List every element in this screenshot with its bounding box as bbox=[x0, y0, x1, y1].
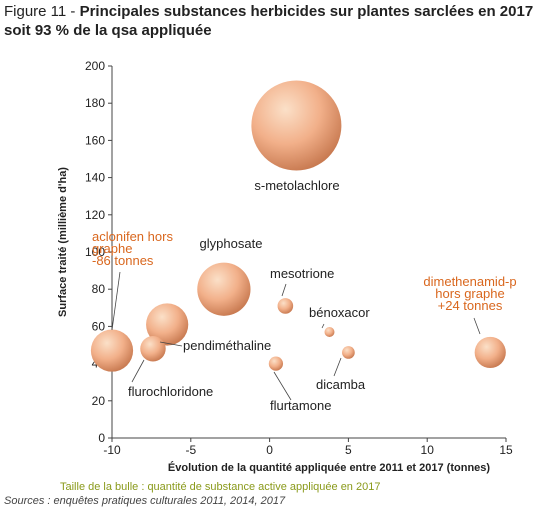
y-tick-label: 160 bbox=[85, 133, 105, 147]
bubble-label-line: hors graphe bbox=[435, 286, 504, 301]
bubble-label: flurochloridone bbox=[128, 384, 213, 399]
leader-line bbox=[473, 317, 481, 335]
y-tick-label: 100 bbox=[85, 245, 105, 259]
bubble bbox=[197, 262, 251, 316]
y-tick-label: 120 bbox=[85, 208, 105, 222]
y-axis-title: Surface traité (millième d'ha) bbox=[57, 167, 69, 317]
bubble bbox=[146, 303, 189, 346]
bubble bbox=[342, 346, 355, 359]
bubble bbox=[90, 329, 134, 372]
figure-title-text: Principales substances herbicides sur pl… bbox=[4, 3, 534, 39]
bubble-labels: s-metolachlore glyphosate pendiméthaline ac… bbox=[92, 178, 517, 413]
x-tick-label: 15 bbox=[499, 443, 513, 457]
leader-line bbox=[321, 323, 325, 329]
bubble-label-line: graphe bbox=[92, 241, 132, 256]
y-tick-label: 80 bbox=[92, 282, 106, 296]
bubble-label: dimethenamid-p hors graphe +24 tonnes bbox=[423, 274, 516, 313]
bubble bbox=[140, 335, 166, 362]
bubble-label: dicamba bbox=[316, 377, 366, 392]
bubbles bbox=[90, 80, 506, 372]
bubble-label: glyphosate bbox=[200, 236, 263, 251]
leader-line bbox=[159, 341, 183, 347]
bubble-label: mesotrione bbox=[270, 266, 334, 281]
leader-line bbox=[131, 359, 145, 383]
y-tick-label: 200 bbox=[85, 59, 105, 73]
x-tick-label: 10 bbox=[421, 443, 435, 457]
x-tick-label: 0 bbox=[266, 443, 273, 457]
x-axis-title: Évolution de la quantité appliquée entre… bbox=[168, 461, 490, 474]
figure-title: Figure 11 - Principales substances herbi… bbox=[4, 2, 556, 40]
bubble-label-line: aclonifen hors bbox=[92, 229, 173, 244]
leader-line bbox=[273, 371, 292, 401]
y-tick-label: 60 bbox=[92, 319, 106, 333]
bubble bbox=[474, 336, 506, 369]
y-tick-label: 180 bbox=[85, 96, 105, 110]
bubble-label: pendiméthaline bbox=[183, 338, 271, 353]
leader-lines bbox=[111, 271, 481, 401]
bubble bbox=[251, 80, 342, 171]
leader-line bbox=[281, 283, 287, 297]
y-tick-label: 0 bbox=[98, 431, 105, 445]
x-tick-label: 5 bbox=[345, 443, 352, 457]
x-tick-label: -5 bbox=[185, 443, 196, 457]
bubble-label: aclonifen hors graphe -86 tonnes bbox=[92, 229, 173, 268]
bubble-label-line: -86 tonnes bbox=[92, 253, 154, 268]
bubble bbox=[324, 326, 335, 337]
y-tick-label: 140 bbox=[85, 171, 105, 185]
bubble-label-line: +24 tonnes bbox=[438, 298, 503, 313]
bubble bbox=[277, 298, 294, 314]
x-tick-label: -10 bbox=[103, 443, 121, 457]
bubble-size-caption: Taille de la bulle : quantité de substan… bbox=[60, 481, 381, 493]
leader-line bbox=[111, 271, 121, 331]
bubble-label: bénoxacor bbox=[309, 305, 370, 320]
bubble-label: s-metolachlore bbox=[254, 178, 339, 193]
bubble-label-line: dimethenamid-p bbox=[423, 274, 516, 289]
sources-note: Sources : enquêtes pratiques culturales … bbox=[4, 495, 286, 507]
bubble bbox=[268, 356, 284, 371]
bubble-label: flurtamone bbox=[270, 398, 331, 413]
leader-line bbox=[333, 357, 342, 377]
y-tick-label: 20 bbox=[92, 394, 106, 408]
figure-number: Figure 11 - bbox=[4, 3, 80, 20]
